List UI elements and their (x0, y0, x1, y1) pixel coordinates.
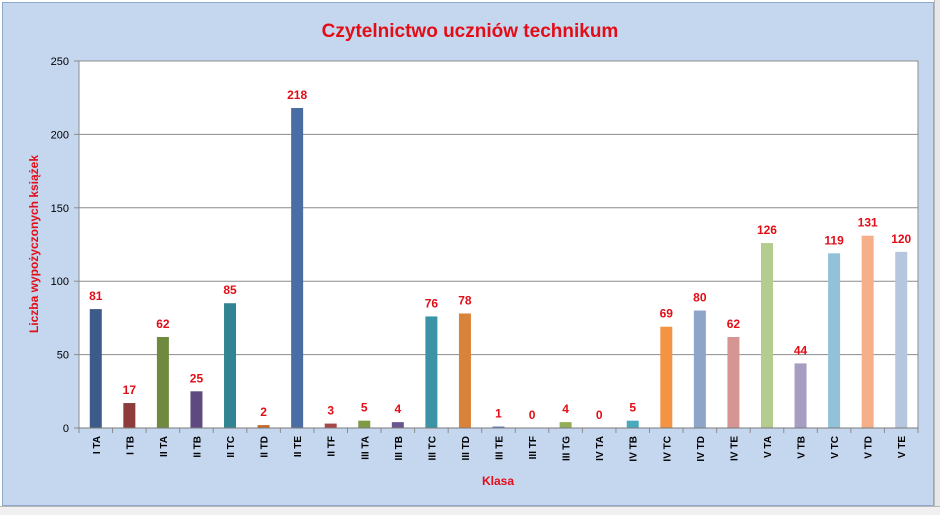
data-label: 62 (156, 317, 170, 331)
y-tick-label: 200 (51, 129, 69, 141)
data-label: 5 (361, 401, 368, 415)
bar (391, 422, 404, 428)
chart-title: Czytelnictwo uczniów technikum (322, 21, 619, 42)
plot-area (78, 60, 919, 429)
bar (626, 420, 639, 428)
data-label: 131 (858, 216, 878, 230)
data-label: 44 (794, 343, 808, 357)
x-tick-label: I TA (92, 436, 103, 454)
data-label: 0 (596, 408, 603, 422)
bar (425, 316, 438, 428)
x-tick-label: IV TB (629, 436, 640, 462)
bar (257, 425, 270, 428)
bar (324, 423, 337, 428)
x-tick-label: V TD (864, 436, 875, 459)
bar (861, 235, 874, 428)
bar (760, 243, 773, 428)
bar (358, 420, 371, 428)
x-tick-label: V TA (763, 436, 774, 458)
y-tick-label: 100 (51, 276, 69, 288)
bar (224, 303, 237, 428)
x-tick-label: II TC (226, 436, 237, 458)
x-tick-label: II TB (192, 436, 203, 458)
x-tick-label: V TC (830, 436, 841, 459)
data-label: 69 (660, 307, 674, 321)
x-tick-label: III TF (528, 436, 539, 459)
x-tick-label: IV TC (662, 436, 673, 462)
bar-series (89, 107, 908, 428)
data-label: 2 (260, 405, 267, 419)
bar (156, 336, 169, 428)
data-label: 4 (562, 402, 569, 416)
bar (693, 310, 706, 428)
x-tick-label: II TD (260, 436, 271, 458)
x-axis-ticks: I TA I TB II TA II TB II TC II TD II TE II TF II… (78, 427, 919, 462)
x-axis-title: Klasa (482, 474, 514, 488)
bar (492, 426, 505, 428)
data-label: 3 (327, 404, 334, 418)
data-label: 25 (190, 371, 204, 385)
data-labels: 81 17 62 25 85 2 218 3 5 4 76 78 1 0 4 0 5 69 80 62 126 44 119… (89, 88, 911, 422)
x-tick-label: II TA (159, 436, 170, 457)
x-tick-label: III TC (427, 436, 438, 460)
data-label: 218 (287, 88, 307, 102)
data-label: 81 (89, 289, 103, 303)
data-label: 76 (425, 296, 439, 310)
x-tick-label: V TB (797, 436, 808, 459)
worksheet-edge-bottom (0, 506, 940, 515)
x-tick-label: I TB (125, 436, 136, 455)
data-label: 4 (394, 402, 401, 416)
bar (123, 403, 136, 428)
y-tick-label: 50 (57, 350, 69, 362)
bar (559, 422, 572, 428)
bar (660, 326, 673, 428)
data-label: 17 (123, 383, 137, 397)
gridlines (79, 60, 918, 356)
x-tick-label: II TF (327, 436, 338, 457)
bar (89, 309, 102, 428)
y-tick-label: 150 (51, 203, 69, 215)
data-label: 1 (495, 407, 502, 421)
bar (291, 107, 304, 428)
data-label: 78 (458, 293, 472, 307)
y-tick-label: 0 (63, 423, 69, 435)
x-tick-label: III TA (360, 436, 371, 460)
bar (794, 363, 807, 428)
data-label: 5 (629, 401, 636, 415)
data-label: 85 (223, 283, 237, 297)
y-axis-title: Liczba wypożyczonych książek (27, 155, 41, 333)
x-tick-label: IV TD (696, 436, 707, 462)
bar (727, 336, 740, 428)
bar (828, 253, 841, 428)
data-label: 0 (529, 408, 536, 422)
x-tick-label: IV TA (595, 436, 606, 461)
worksheet-edge-right (934, 0, 940, 514)
x-tick-label: III TE (495, 436, 506, 460)
x-tick-label: IV TE (729, 436, 740, 461)
data-label: 119 (824, 233, 844, 247)
data-label: 62 (727, 317, 741, 331)
y-tick-label: 250 (51, 56, 69, 68)
bar (190, 391, 203, 428)
bar (458, 313, 471, 428)
x-tick-label: V TE (897, 436, 908, 459)
bar (895, 251, 908, 428)
x-tick-label: II TE (293, 436, 304, 457)
data-label: 80 (693, 291, 707, 305)
x-tick-label: III TD (461, 436, 472, 460)
x-tick-label: III TB (394, 436, 405, 460)
data-label: 120 (891, 232, 911, 246)
y-axis-ticks: 0 50 100 150 200 250 (51, 56, 79, 435)
data-label: 126 (757, 223, 777, 237)
x-tick-label: III TG (562, 436, 573, 461)
